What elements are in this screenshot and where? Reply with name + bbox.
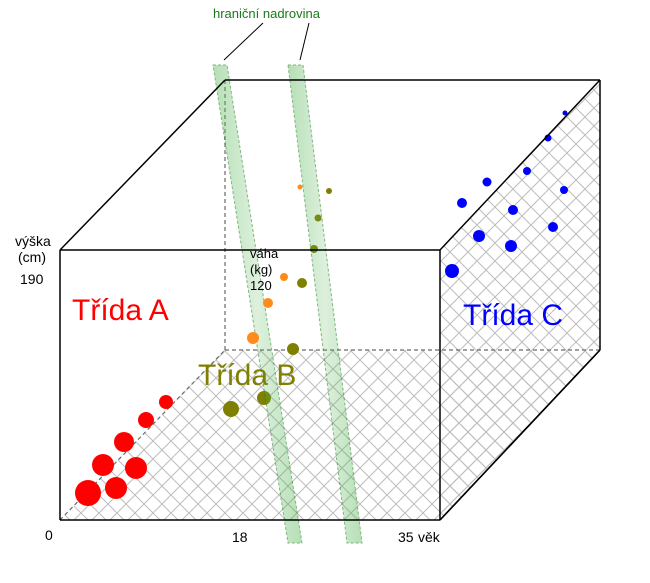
label-y_axis: výška (15, 233, 51, 249)
leader-line (224, 23, 263, 60)
point-class-c (523, 167, 531, 175)
leader-line (300, 23, 309, 60)
cube-edge (60, 80, 225, 250)
point-class-a (105, 477, 127, 499)
label-y_axis_tick: 190 (20, 271, 44, 287)
point-class-a (114, 432, 134, 452)
point-class-a (75, 480, 101, 506)
point-class-c (508, 205, 518, 215)
point-class-b-olive (297, 278, 307, 288)
point-class-c (445, 264, 459, 278)
point-class-c (473, 230, 485, 242)
point-class-c (457, 198, 467, 208)
label-hyperplane: hraniční nadrovina (213, 6, 321, 21)
point-class-b-olive (326, 188, 332, 194)
point-class-b-olive (223, 401, 239, 417)
point-class-a (159, 395, 173, 409)
point-class-c (505, 240, 517, 252)
label-z_axis: váha (250, 246, 279, 261)
label-y_axis_unit: (cm) (18, 249, 46, 265)
label-class_c: Třída C (463, 299, 563, 332)
label-class_b: Třída B (198, 359, 296, 392)
label-x_axis: věk (418, 529, 441, 545)
point-class-b-orange (263, 298, 273, 308)
label-z_axis_tick: 120 (250, 278, 272, 293)
point-class-c (560, 186, 568, 194)
point-class-b-orange (247, 332, 259, 344)
label-x_axis_tick1: 18 (232, 529, 248, 545)
point-class-c (548, 222, 558, 232)
point-class-c (483, 178, 492, 187)
label-x_axis_tick2: 35 (398, 529, 414, 545)
point-class-b-orange (298, 185, 303, 190)
point-class-b-olive (287, 343, 299, 355)
point-class-b-orange (280, 273, 288, 281)
point-class-a (138, 412, 154, 428)
label-z_axis_unit: (kg) (250, 262, 272, 277)
point-class-a (125, 457, 147, 479)
svm-3d-chart: hraniční nadrovinavýška(cm)1900váha(kg)1… (0, 0, 650, 583)
point-class-a (92, 454, 114, 476)
label-class_a: Třída A (72, 294, 169, 327)
label-y_axis_origin: 0 (45, 527, 53, 543)
